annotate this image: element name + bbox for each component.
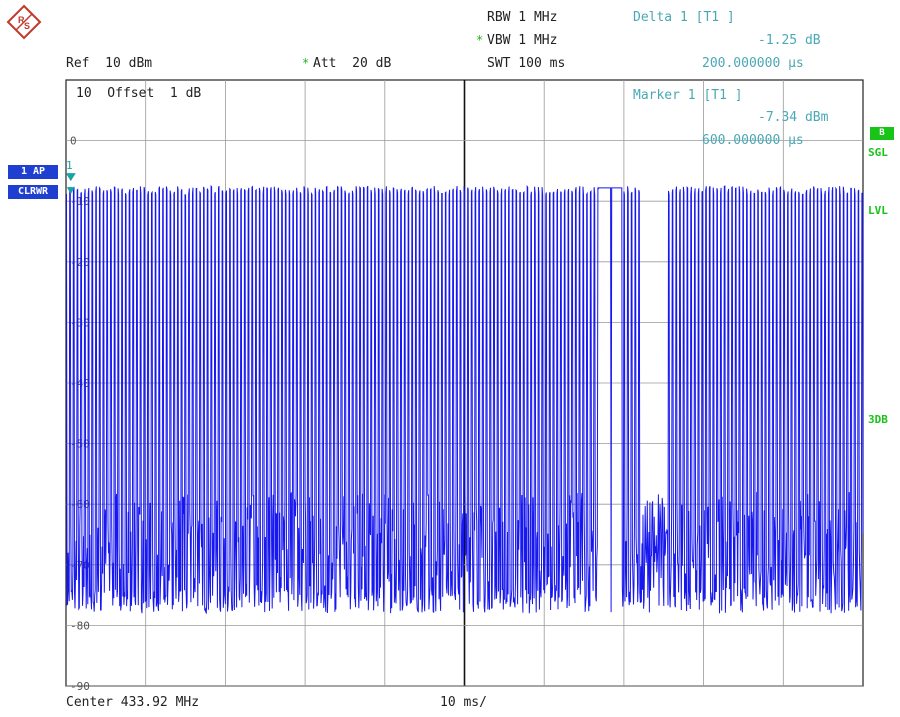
y-tick-label: -90	[70, 680, 90, 693]
sgl-indicator-box: B	[870, 127, 894, 140]
center-frequency: Center 433.92 MHz	[66, 695, 199, 710]
y-tick-label: 0	[70, 135, 77, 148]
sgl-label: SGL	[868, 146, 888, 159]
3db-label: 3DB	[868, 413, 888, 426]
marker-1-time: 600.000000 µs	[702, 133, 804, 148]
marker-number-label: 1	[66, 158, 73, 173]
trace-mode-ap: 1 AP	[8, 165, 58, 179]
time-per-division: 10 ms/	[440, 695, 487, 710]
marker-1-level: -7.34 dBm	[758, 110, 828, 125]
lvl-label: LVL	[868, 204, 888, 217]
offset-label: 10 Offset 1 dB	[76, 86, 201, 101]
marker-1-title: Marker 1 [T1 ]	[633, 88, 743, 103]
trace-mode-clrwr: CLRWR	[8, 185, 58, 199]
y-tick-label: -80	[70, 619, 90, 632]
